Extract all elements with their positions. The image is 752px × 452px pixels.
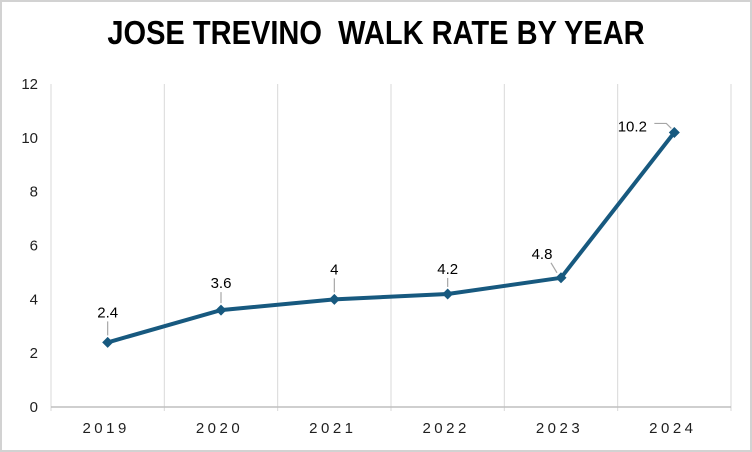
x-axis-category-label: 2019	[82, 420, 129, 437]
x-axis-category-label: 2020	[196, 420, 243, 437]
y-axis-tick-label: 4	[30, 291, 38, 308]
data-point-marker	[102, 336, 114, 348]
data-point-marker	[442, 288, 454, 300]
y-axis-tick-label: 8	[30, 184, 38, 201]
data-point-label: 4.8	[532, 246, 553, 263]
y-axis-tick-label: 12	[21, 76, 38, 93]
data-point-marker	[668, 126, 680, 138]
data-point-label: 4	[330, 261, 338, 278]
x-axis-category-label: 2021	[309, 420, 356, 437]
data-point-label: 3.6	[211, 275, 232, 292]
label-leader-line	[550, 262, 558, 274]
label-leader-line	[654, 122, 672, 129]
data-point-marker	[215, 304, 227, 316]
x-axis-category-label: 2023	[536, 420, 583, 437]
x-axis-category-label: 2022	[422, 420, 469, 437]
data-point-label: 10.2	[618, 118, 647, 135]
y-axis-tick-label: 2	[30, 345, 38, 362]
y-axis-tick-label: 10	[21, 130, 38, 147]
data-point-marker	[328, 293, 340, 305]
chart-title: JOSE TREVINO WALK RATE BY YEAR	[107, 14, 645, 51]
data-point-label: 4.2	[437, 261, 458, 278]
data-point-label: 2.4	[97, 304, 118, 321]
x-axis-category-label: 2024	[649, 420, 696, 437]
y-axis-tick-label: 6	[30, 238, 38, 255]
y-axis-tick-label: 0	[30, 399, 38, 416]
series-line	[105, 130, 677, 345]
data-point-marker	[555, 272, 567, 284]
